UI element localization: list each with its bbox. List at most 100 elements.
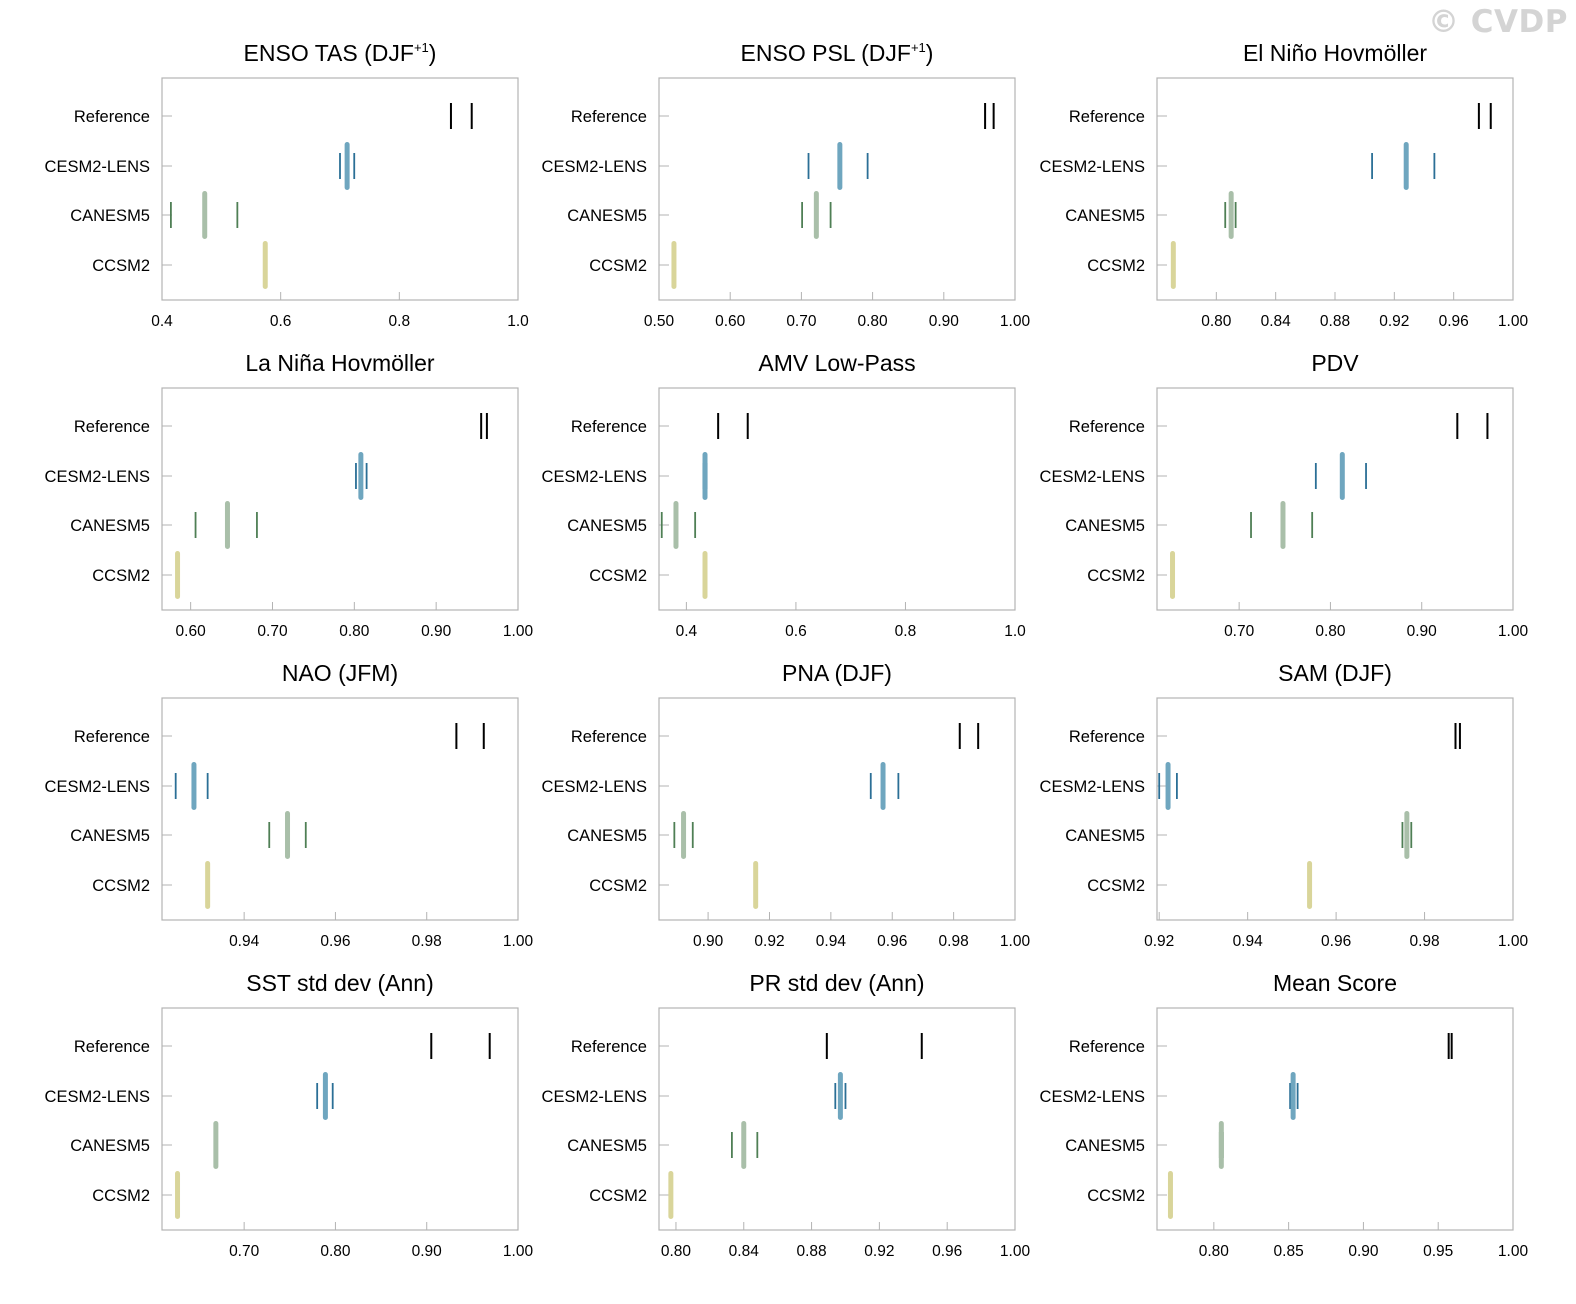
x-tick-label: 1.00 [1498, 933, 1529, 950]
x-tick-label: 0.98 [412, 933, 442, 950]
panel-title: PDV [1311, 350, 1359, 376]
panel-title-main: El Niño Hovmöller [1243, 40, 1427, 66]
category-label-reference: Reference [1069, 108, 1145, 126]
category-label-canesm5: CANESM5 [567, 1137, 647, 1155]
category-label-canesm5: CANESM5 [567, 207, 647, 225]
x-tick-label: 0.80 [661, 1243, 692, 1260]
canesm5-mean-mark [1218, 1121, 1224, 1169]
panel-title: ENSO TAS (DJF+1) [244, 40, 437, 66]
canesm5-mean-mark [285, 811, 291, 859]
panel-title-end: ) [926, 40, 934, 66]
panel-title-superscript: +1 [414, 40, 429, 55]
cesm2-lens-mean-mark [702, 452, 708, 500]
category-label-canesm5: CANESM5 [70, 517, 150, 535]
category-label-canesm5: CANESM5 [70, 1137, 150, 1155]
category-label-ccsm2: CCSM2 [589, 877, 647, 895]
x-tick-label: 0.92 [754, 933, 784, 950]
x-tick-label: 0.92 [1379, 313, 1409, 330]
x-tick-label: 1.00 [1498, 313, 1529, 330]
x-tick-label: 0.4 [676, 623, 698, 640]
panel-frame [658, 77, 1016, 301]
x-tick-label: 0.8 [895, 623, 917, 640]
category-label-canesm5: CANESM5 [70, 827, 150, 845]
panel-title: Mean Score [1273, 970, 1397, 996]
panel-4: La Niña Hovmöller Reference CESM2-LENS CANE… [45, 350, 534, 640]
canesm5-mean-mark [681, 811, 687, 859]
category-label-reference: Reference [571, 418, 647, 436]
panel-5: AMV Low-Pass Reference CESM2-LENS CANESM5 CC… [542, 350, 1027, 640]
x-tick-label: 0.88 [796, 1243, 826, 1260]
x-tick-label: 1.0 [507, 313, 529, 330]
ccsm2-mean-mark [702, 551, 708, 599]
x-tick-label: 1.00 [503, 623, 534, 640]
x-tick-label: 1.00 [503, 933, 534, 950]
x-tick-label: 0.98 [1409, 933, 1439, 950]
panel-9: SAM (DJF) Reference CESM2-LENS CANESM5 CCSM2… [1040, 660, 1529, 950]
panel-8: PNA (DJF) Reference CESM2-LENS CANESM5 CCSM2… [542, 660, 1031, 950]
panel-title-end: ) [429, 40, 437, 66]
category-label-cesm2-lens: CESM2-LENS [542, 778, 647, 796]
ccsm2-mean-mark [175, 551, 181, 599]
category-label-ccsm2: CCSM2 [92, 1187, 150, 1205]
category-label-ccsm2: CCSM2 [589, 257, 647, 275]
x-tick-label: 0.80 [1315, 623, 1346, 640]
panel-title-main: ENSO TAS (DJF [244, 40, 414, 66]
category-label-reference: Reference [571, 1038, 647, 1056]
category-label-ccsm2: CCSM2 [1087, 1187, 1145, 1205]
panel-title-main: NAO (JFM) [282, 660, 398, 686]
category-label-cesm2-lens: CESM2-LENS [45, 1088, 150, 1106]
x-tick-label: 0.60 [715, 313, 746, 330]
panel-title: SST std dev (Ann) [246, 970, 434, 996]
canesm5-mean-mark [213, 1121, 219, 1169]
category-label-cesm2-lens: CESM2-LENS [1040, 158, 1145, 176]
panel-title: SAM (DJF) [1278, 660, 1392, 686]
category-label-ccsm2: CCSM2 [589, 1187, 647, 1205]
x-tick-label: 0.96 [1439, 313, 1469, 330]
category-label-reference: Reference [571, 728, 647, 746]
x-tick-label: 0.70 [1224, 623, 1255, 640]
cesm2-lens-mean-mark [1165, 762, 1171, 810]
x-tick-label: 0.84 [729, 1243, 760, 1260]
x-tick-label: 0.80 [858, 313, 889, 330]
category-label-ccsm2: CCSM2 [92, 257, 150, 275]
panel-title-main: PDV [1311, 350, 1359, 376]
panel-title: ENSO PSL (DJF+1) [741, 40, 934, 66]
panel-title: El Niño Hovmöller [1243, 40, 1427, 66]
category-label-ccsm2: CCSM2 [589, 567, 647, 585]
panel-12: Mean Score Reference CESM2-LENS CANESM5 CCSM… [1040, 970, 1529, 1260]
x-tick-label: 0.88 [1320, 313, 1350, 330]
x-tick-label: 0.94 [229, 933, 260, 950]
panel-title: PR std dev (Ann) [749, 970, 924, 996]
panel-frame [658, 1007, 1016, 1231]
category-label-cesm2-lens: CESM2-LENS [45, 778, 150, 796]
cesm2-lens-mean-mark [837, 142, 843, 190]
category-label-reference: Reference [74, 418, 150, 436]
x-tick-label: 0.50 [644, 313, 675, 330]
panel-title-main: ENSO PSL (DJF [741, 40, 911, 66]
category-label-ccsm2: CCSM2 [92, 567, 150, 585]
ccsm2-mean-mark [175, 1171, 181, 1219]
x-tick-label: 0.90 [1348, 1243, 1379, 1260]
category-label-canesm5: CANESM5 [1065, 827, 1145, 845]
panel-frame [161, 77, 519, 301]
x-tick-label: 0.85 [1274, 1243, 1304, 1260]
canesm5-mean-mark [202, 191, 208, 239]
category-label-ccsm2: CCSM2 [92, 877, 150, 895]
ccsm2-mean-mark [1170, 551, 1176, 599]
x-tick-label: 0.60 [176, 623, 207, 640]
panel-title-superscript: +1 [911, 40, 926, 55]
ccsm2-mean-mark [262, 241, 268, 289]
panel-title: La Niña Hovmöller [245, 350, 435, 376]
canesm5-mean-mark [741, 1121, 747, 1169]
panel-title-main: PNA (DJF) [782, 660, 892, 686]
panel-7: NAO (JFM) Reference CESM2-LENS CANESM5 CCSM2… [45, 660, 534, 950]
ccsm2-mean-mark [1307, 861, 1313, 909]
panel-title: NAO (JFM) [282, 660, 398, 686]
x-tick-label: 0.70 [786, 313, 817, 330]
canesm5-mean-mark [1280, 501, 1286, 549]
canesm5-mean-mark [813, 191, 819, 239]
category-label-reference: Reference [74, 728, 150, 746]
x-tick-label: 0.70 [229, 1243, 260, 1260]
x-tick-label: 0.96 [932, 1243, 962, 1260]
x-tick-label: 0.92 [864, 1243, 894, 1260]
